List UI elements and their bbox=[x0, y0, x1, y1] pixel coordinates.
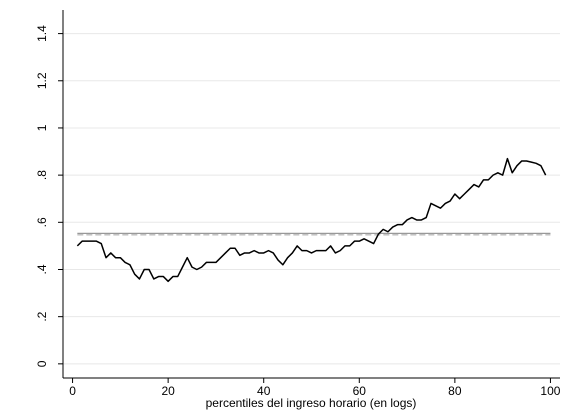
x-axis-label: percentiles del ingreso horario (en logs… bbox=[206, 396, 417, 410]
x-tick-label: 80 bbox=[448, 384, 462, 398]
y-tick-label: 1.4 bbox=[35, 25, 49, 42]
y-tick-label: .8 bbox=[35, 170, 49, 180]
y-tick-label: .6 bbox=[35, 217, 49, 227]
x-tick-label: 100 bbox=[540, 384, 560, 398]
data-line bbox=[76, 157, 547, 283]
x-tick-label: 60 bbox=[353, 384, 367, 398]
y-tick-label: .2 bbox=[35, 311, 49, 321]
y-tick-label: 1 bbox=[35, 124, 49, 131]
x-tick-label: 20 bbox=[161, 384, 175, 398]
x-tick-label: 0 bbox=[69, 384, 76, 398]
y-tick-label: 0 bbox=[35, 360, 49, 367]
y-tick-label: 1.2 bbox=[35, 72, 49, 89]
y-tick-label: .4 bbox=[35, 264, 49, 274]
x-tick-label: 40 bbox=[257, 384, 271, 398]
